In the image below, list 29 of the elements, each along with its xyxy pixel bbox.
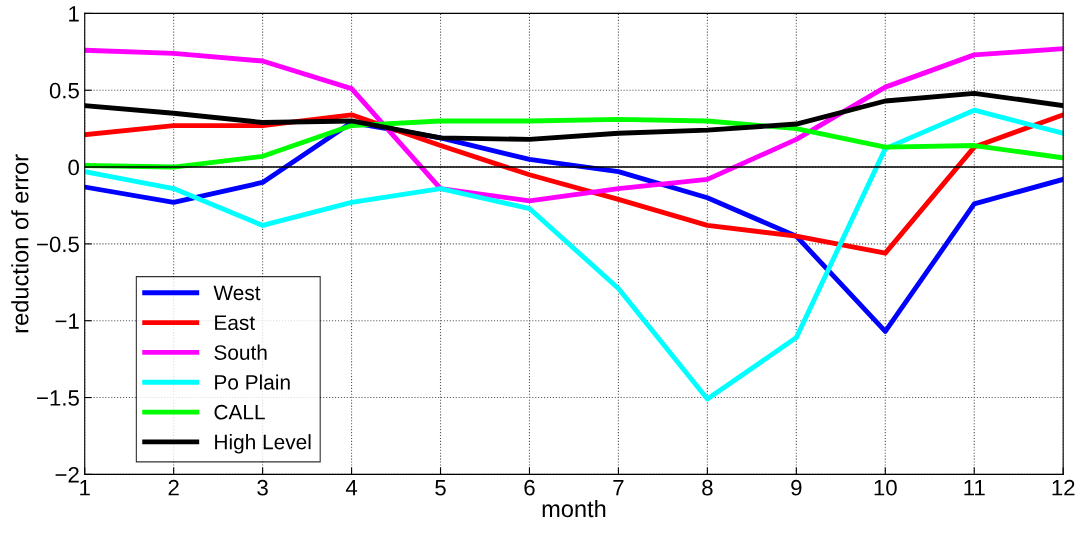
legend-label: South bbox=[214, 344, 267, 360]
x-tick-label: 10 bbox=[874, 479, 897, 496]
y-axis-title: reduction of error bbox=[11, 154, 29, 333]
x-tick-label: 8 bbox=[702, 479, 713, 496]
legend-label: CALL bbox=[214, 404, 265, 420]
x-tick-label: 5 bbox=[435, 480, 446, 496]
y-tick-label: −1 bbox=[55, 313, 79, 329]
x-tick-label: 1 bbox=[80, 480, 90, 496]
x-tick-label: 7 bbox=[613, 480, 624, 496]
x-tick-label: 11 bbox=[964, 480, 985, 496]
y-tick-label: 0 bbox=[68, 159, 79, 176]
legend-label: West bbox=[213, 285, 261, 301]
x-axis-title: month bbox=[542, 499, 606, 518]
x-tick-label: 2 bbox=[168, 479, 179, 496]
legend-label: High Level bbox=[215, 434, 311, 454]
y-tick-label: −1.5 bbox=[37, 390, 79, 406]
y-tick-label: 1 bbox=[69, 6, 79, 22]
y-tick-label: −2 bbox=[55, 466, 79, 483]
x-tick-label: 12 bbox=[1052, 479, 1075, 496]
x-tick-label: 9 bbox=[791, 479, 802, 496]
line-series bbox=[84, 46, 1064, 204]
legend-label: Po Plain bbox=[215, 374, 290, 390]
y-tick-label: −0.5 bbox=[37, 236, 79, 253]
legend-label: East bbox=[215, 315, 255, 331]
y-tick-label: 0.5 bbox=[49, 82, 79, 99]
x-tick-label: 4 bbox=[345, 480, 358, 496]
x-tick-label: 6 bbox=[524, 479, 535, 496]
line-series bbox=[84, 107, 1064, 402]
x-tick-label: 3 bbox=[257, 479, 268, 496]
